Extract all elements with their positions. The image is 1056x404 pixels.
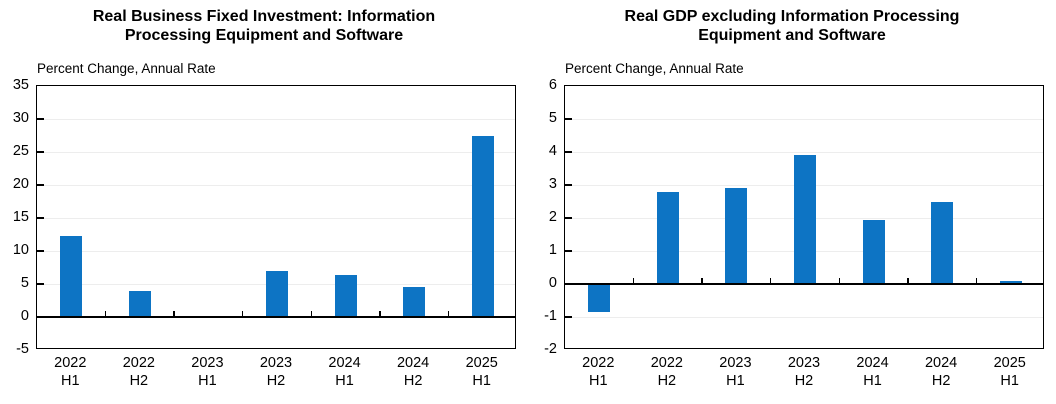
gridline bbox=[565, 151, 1043, 153]
x-tick bbox=[907, 278, 909, 284]
bar-2024-h1 bbox=[862, 219, 885, 284]
x-axis-label: 2023 H2 bbox=[787, 355, 821, 389]
chart-title-line-1: Real GDP excluding Information Processin… bbox=[624, 8, 960, 25]
y-axis-label: 5 bbox=[20, 275, 29, 291]
y-axis-label: 0 bbox=[20, 308, 29, 324]
plot-area bbox=[36, 85, 516, 349]
bar-2024-h2 bbox=[403, 287, 426, 317]
zero-line bbox=[37, 316, 515, 318]
gridline bbox=[37, 151, 515, 153]
gridline bbox=[565, 118, 1043, 120]
y-axis-label: 25 bbox=[12, 143, 29, 159]
y-tick bbox=[565, 118, 572, 120]
x-tick bbox=[838, 278, 841, 284]
bar-2025-h1 bbox=[999, 280, 1022, 284]
bar-2023-h2 bbox=[794, 155, 816, 284]
x-tick bbox=[241, 311, 244, 317]
y-axis-label: 6 bbox=[548, 77, 557, 93]
bar-2023-h2 bbox=[266, 270, 288, 317]
y-axis-label: 35 bbox=[12, 77, 29, 93]
x-axis-label: 2023 H2 bbox=[259, 355, 293, 389]
x-axis-label: 2024 H1 bbox=[328, 355, 361, 389]
y-axis-units-label: Percent Change, Annual Rate bbox=[37, 61, 216, 76]
x-tick bbox=[379, 311, 381, 317]
y-tick bbox=[565, 184, 572, 186]
gridline bbox=[37, 217, 515, 219]
chart-title-line-1: Real Business Fixed Investment: Informat… bbox=[92, 8, 436, 25]
y-axis-label: 10 bbox=[12, 242, 29, 258]
x-tick bbox=[975, 278, 978, 284]
chart-title-line-2: Processing Equipment and Software bbox=[124, 27, 404, 44]
y-axis-units-label: Percent Change, Annual Rate bbox=[565, 61, 744, 76]
bar-2022-h2 bbox=[656, 191, 679, 284]
x-axis-label: 2023 H1 bbox=[191, 355, 224, 389]
x-axis-label: 2022 H1 bbox=[582, 355, 615, 389]
bar-2024-h2 bbox=[931, 201, 954, 284]
x-axis-label: 2025 H1 bbox=[993, 355, 1026, 389]
x-axis-label: 2024 H2 bbox=[924, 355, 958, 389]
y-tick bbox=[37, 184, 44, 186]
y-tick bbox=[37, 250, 44, 252]
chart-investment: Real Business Fixed Investment: Informat… bbox=[0, 7, 528, 389]
gridline bbox=[37, 118, 515, 120]
gridline bbox=[37, 184, 515, 186]
x-axis-label: 2023 H1 bbox=[719, 355, 752, 389]
chart-title-line-2: Equipment and Software bbox=[698, 27, 886, 44]
y-tick bbox=[565, 151, 572, 153]
y-axis-label: 15 bbox=[12, 209, 29, 225]
x-tick bbox=[447, 311, 450, 317]
y-tick bbox=[565, 217, 572, 219]
chart-title: Real Business Fixed Investment: Informat… bbox=[0, 7, 528, 45]
y-axis-label: 20 bbox=[12, 176, 29, 192]
y-tick bbox=[37, 283, 44, 285]
y-tick bbox=[37, 118, 44, 120]
y-axis-label: 3 bbox=[548, 176, 557, 192]
x-tick bbox=[310, 311, 313, 317]
x-tick bbox=[701, 278, 703, 284]
y-tick bbox=[565, 316, 572, 318]
y-tick bbox=[37, 217, 44, 219]
y-tick bbox=[565, 250, 572, 252]
x-axis-label: 2024 H2 bbox=[396, 355, 430, 389]
y-axis-label: -5 bbox=[16, 341, 29, 357]
bar-2024-h1 bbox=[334, 275, 357, 317]
chart-title: Real GDP excluding Information Processin… bbox=[528, 7, 1056, 45]
x-axis-label: 2022 H2 bbox=[650, 355, 683, 389]
x-tick bbox=[632, 278, 635, 284]
bar-2022-h2 bbox=[128, 291, 151, 317]
chart-gdp-excluding: Real GDP excluding Information Processin… bbox=[528, 0, 1056, 404]
y-axis-label: -2 bbox=[544, 341, 557, 357]
y-axis-label: 1 bbox=[548, 242, 557, 258]
y-axis-label: 0 bbox=[548, 275, 557, 291]
x-tick bbox=[173, 311, 175, 317]
x-tick bbox=[769, 278, 772, 284]
x-axis-label: 2022 H1 bbox=[54, 355, 87, 389]
plot-area bbox=[564, 85, 1044, 349]
x-axis-label: 2022 H2 bbox=[122, 355, 155, 389]
bar-2025-h1 bbox=[471, 136, 494, 317]
x-axis-label: 2025 H1 bbox=[465, 355, 498, 389]
bar-2023-h1 bbox=[725, 188, 748, 284]
gridline bbox=[565, 316, 1043, 318]
zero-line bbox=[565, 283, 1043, 285]
bar-2022-h1 bbox=[60, 235, 83, 317]
y-tick bbox=[37, 151, 44, 153]
bar-2022-h1 bbox=[588, 284, 611, 313]
y-axis-label: 5 bbox=[548, 110, 557, 126]
x-tick bbox=[104, 311, 107, 317]
y-axis-label: 4 bbox=[548, 143, 557, 159]
x-axis-label: 2024 H1 bbox=[856, 355, 889, 389]
y-axis-label: 2 bbox=[548, 209, 557, 225]
gridline bbox=[37, 250, 515, 252]
y-axis-label: -1 bbox=[544, 308, 557, 324]
y-axis-label: 30 bbox=[12, 110, 29, 126]
